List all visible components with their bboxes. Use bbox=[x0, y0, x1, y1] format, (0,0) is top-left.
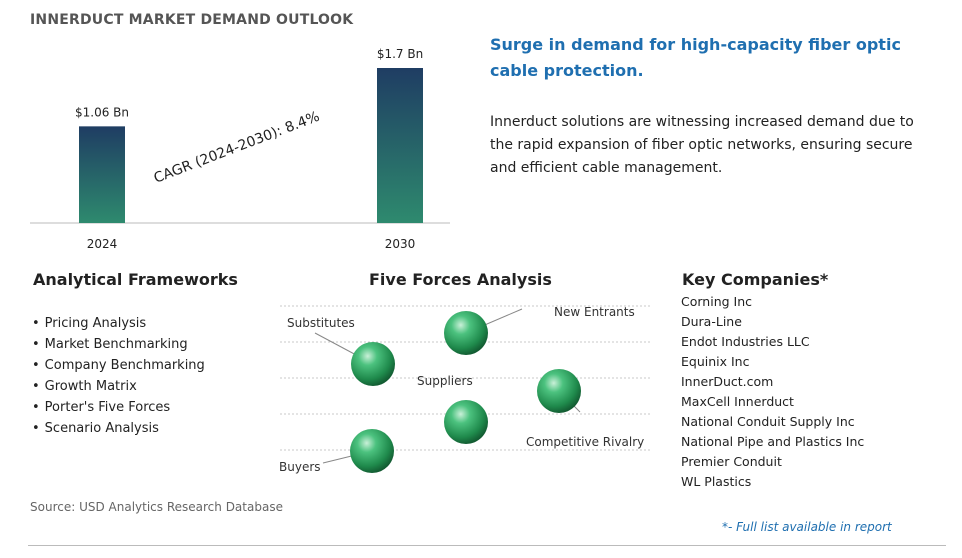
companies-list: Corning Inc Dura-Line Endot Industries L… bbox=[681, 292, 864, 492]
bar-value-label: $1.7 Bn bbox=[377, 47, 423, 61]
framework-item: Pricing Analysis bbox=[32, 313, 205, 334]
bar-chart: $1.06 Bn 2024 $1.7 Bn 2030 CAGR (2024-2030)… bbox=[30, 47, 450, 251]
sphere-suppliers bbox=[444, 400, 488, 444]
company-item: WL Plastics bbox=[681, 474, 752, 489]
company-item: MaxCell Innerduct bbox=[681, 394, 794, 409]
bar-category-label: 2024 bbox=[87, 237, 118, 251]
sphere-competitive-rivalry bbox=[537, 369, 581, 413]
sphere-substitutes bbox=[351, 342, 395, 386]
bar-2030 bbox=[377, 68, 423, 223]
companies-title: Key Companies* bbox=[682, 270, 829, 289]
source-note: Source: USD Analytics Research Database bbox=[30, 500, 283, 514]
sphere-new-entrants bbox=[444, 311, 488, 355]
framework-item: Scenario Analysis bbox=[32, 418, 205, 439]
bar-2024 bbox=[79, 126, 125, 223]
five-forces-title: Five Forces Analysis bbox=[369, 270, 552, 289]
company-item: National Conduit Supply Inc bbox=[681, 414, 855, 429]
sphere-buyers bbox=[350, 429, 394, 473]
label-competitive-rivalry: Competitive Rivalry bbox=[526, 435, 644, 449]
company-item: Endot Industries LLC bbox=[681, 334, 810, 349]
description: Innerduct solutions are witnessing incre… bbox=[490, 114, 914, 176]
company-item: InnerDuct.com bbox=[681, 374, 774, 389]
headline: Surge in demand for high-capacity fiber … bbox=[490, 35, 901, 80]
company-item: Premier Conduit bbox=[681, 454, 782, 469]
framework-item: Company Benchmarking bbox=[32, 355, 205, 376]
label-suppliers: Suppliers bbox=[417, 374, 473, 388]
framework-item: Porter's Five Forces bbox=[32, 397, 205, 418]
bottom-divider bbox=[28, 545, 946, 546]
label-new-entrants: New Entrants bbox=[554, 305, 635, 319]
company-item: National Pipe and Plastics Inc bbox=[681, 434, 865, 449]
label-buyers: Buyers bbox=[279, 460, 321, 474]
company-item: Dura-Line bbox=[681, 314, 742, 329]
bar-value-label: $1.06 Bn bbox=[75, 105, 129, 119]
company-item: Equinix Inc bbox=[681, 354, 750, 369]
cagr-annotation: CAGR (2024-2030): 8.4% bbox=[152, 109, 322, 187]
label-substitutes: Substitutes bbox=[287, 316, 355, 330]
frameworks-title: Analytical Frameworks bbox=[33, 270, 238, 289]
framework-item: Growth Matrix bbox=[32, 376, 205, 397]
frameworks-list: Pricing Analysis Market Benchmarking Com… bbox=[32, 313, 205, 439]
bar-category-label: 2030 bbox=[385, 237, 416, 251]
framework-item: Market Benchmarking bbox=[32, 334, 205, 355]
chart-title: INNERDUCT MARKET DEMAND OUTLOOK bbox=[30, 12, 354, 28]
footnote: *- Full list available in report bbox=[722, 520, 892, 534]
company-item: Corning Inc bbox=[681, 294, 753, 309]
five-forces-diagram: New Entrants Substitutes Suppliers Compe… bbox=[279, 305, 650, 474]
